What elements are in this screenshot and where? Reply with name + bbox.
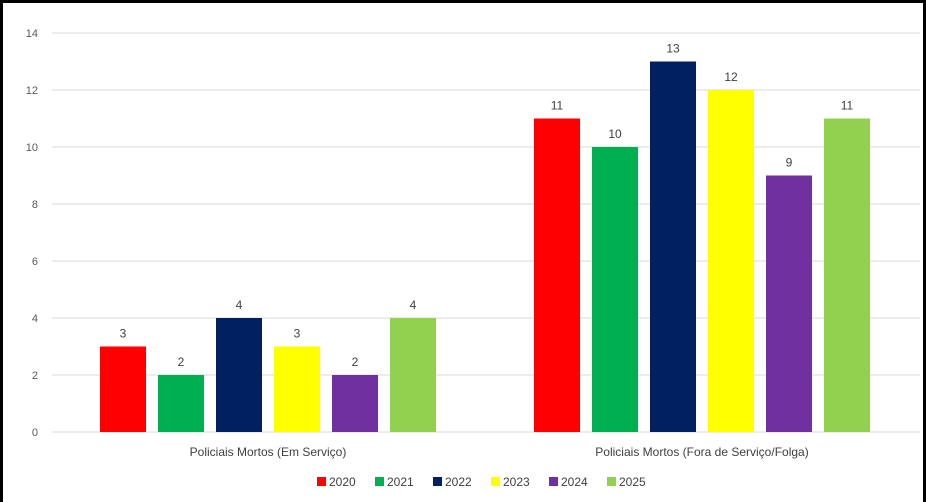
data-label: 4 xyxy=(236,298,243,312)
data-label: 3 xyxy=(294,327,301,341)
y-tick-label: 12 xyxy=(26,85,38,97)
legend-label: 2023 xyxy=(503,475,530,489)
legend-swatch xyxy=(607,477,616,486)
bar xyxy=(766,175,812,432)
legend-swatch xyxy=(375,477,384,486)
legend-label: 2025 xyxy=(619,475,646,489)
y-tick-label: 0 xyxy=(32,427,38,439)
y-tick-label: 8 xyxy=(32,199,38,211)
bar xyxy=(390,318,436,432)
bar xyxy=(216,318,262,432)
legend-label: 2024 xyxy=(561,475,588,489)
bar xyxy=(708,90,754,432)
legend-swatch xyxy=(491,477,500,486)
data-label: 2 xyxy=(178,355,185,369)
y-tick-label: 14 xyxy=(26,28,38,40)
bar xyxy=(592,147,638,432)
bar xyxy=(650,61,696,432)
data-label: 2 xyxy=(352,355,359,369)
bar xyxy=(158,375,204,432)
legend-swatch xyxy=(549,477,558,486)
legend-label: 2021 xyxy=(387,475,414,489)
data-label: 13 xyxy=(666,42,680,56)
y-tick-label: 2 xyxy=(32,370,38,382)
legend-label: 2022 xyxy=(445,475,472,489)
bar xyxy=(332,375,378,432)
y-tick-label: 6 xyxy=(32,256,38,268)
data-label: 11 xyxy=(551,99,564,113)
bar xyxy=(824,118,870,432)
legend-swatch xyxy=(317,477,326,486)
data-label: 12 xyxy=(724,70,738,84)
bar xyxy=(534,118,580,432)
legend-swatch xyxy=(433,477,442,486)
data-label: 4 xyxy=(410,298,417,312)
legend-label: 2020 xyxy=(329,475,356,489)
bar xyxy=(100,346,146,432)
category-label: Policiais Mortos (Fora de Serviço/Folga) xyxy=(595,445,808,459)
data-label: 3 xyxy=(120,327,127,341)
y-tick-label: 4 xyxy=(32,313,38,325)
bar xyxy=(274,346,320,432)
data-label: 9 xyxy=(786,156,793,170)
data-label: 10 xyxy=(608,127,622,141)
y-tick-label: 10 xyxy=(26,142,38,154)
category-label: Policiais Mortos (Em Serviço) xyxy=(190,445,347,459)
data-label: 11 xyxy=(841,99,854,113)
